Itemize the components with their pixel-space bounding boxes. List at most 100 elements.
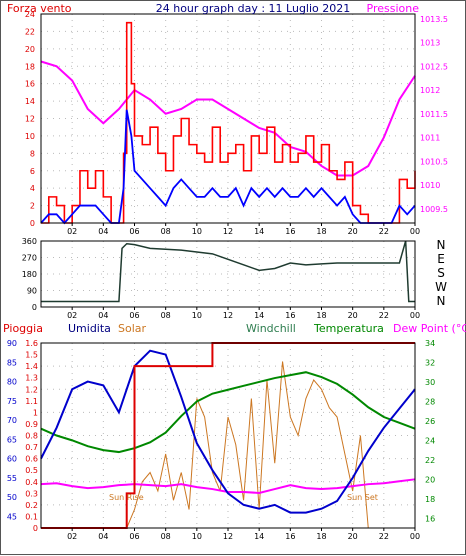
pressure-axis-tick: 1013 (420, 39, 440, 48)
humidity-axis-tick: 90 (7, 339, 17, 348)
panel2-x-label: 22 (379, 311, 389, 320)
panel2-x-label: 08 (161, 311, 171, 320)
panel1-x-label: 16 (285, 227, 295, 236)
wind-axis-tick: 14 (25, 97, 35, 106)
temperature-axis-tick: 30 (425, 378, 435, 387)
wind-axis-tick: 24 (25, 10, 35, 19)
rain-axis-tick: 0.7 (25, 443, 38, 452)
wind-axis-tick: 22 (25, 27, 35, 36)
panel2-x-label: 06 (129, 311, 139, 320)
panel2-x-label: 10 (192, 311, 202, 320)
humidity-axis-tick: 50 (7, 493, 17, 502)
temperature-axis-tick: 34 (425, 339, 435, 348)
panel1-x-label: 20 (348, 227, 358, 236)
panel1-x-label: 22 (379, 227, 389, 236)
wind-axis-tick: 0 (30, 219, 35, 228)
solar-label: Solar (118, 322, 147, 335)
temperature-axis-tick: 18 (425, 495, 435, 504)
windchill-label: Windchill (246, 322, 296, 335)
compass-label: N (437, 238, 446, 252)
humidity-axis-tick: 65 (7, 435, 17, 444)
wind-speed-line (41, 21, 416, 224)
compass-label: E (437, 252, 445, 266)
wind-axis-tick: 4 (30, 184, 35, 193)
temperature-axis-tick: 22 (425, 456, 435, 465)
panel1-x-label: 08 (161, 227, 171, 236)
rain-axis-tick: 1.2 (25, 385, 38, 394)
humidity-axis-tick: 85 (7, 358, 17, 367)
wind-axis-tick: 20 (25, 45, 35, 54)
rain-axis-tick: 1.5 (25, 351, 38, 360)
direction-axis-tick: 180 (22, 270, 37, 279)
wind-axis-tick: 8 (30, 149, 35, 158)
panel2-x-label: 04 (98, 311, 108, 320)
humidity-axis-tick: 45 (7, 512, 17, 521)
rain-axis-tick: 0.1 (25, 512, 38, 521)
humidity-label: Umidita (68, 322, 111, 335)
solar-line (41, 361, 415, 529)
sun-set-label: Sun Set (347, 493, 378, 502)
direction-axis-tick: 360 (22, 237, 37, 246)
wind-axis-tick: 16 (25, 80, 35, 89)
panel1-x-label: 18 (316, 227, 326, 236)
panel2-x-label: 02 (67, 311, 77, 320)
pressure-axis-tick: 1011 (420, 134, 440, 143)
pressure-axis-tick: 1012.5 (420, 62, 448, 71)
pressure-axis-tick: 1011.5 (420, 110, 448, 119)
rain-axis-tick: 1 (33, 408, 38, 417)
panel1-x-label: 10 (192, 227, 202, 236)
compass-label: S (437, 266, 445, 280)
panel2-x-label: 00 (410, 311, 420, 320)
panel2-x-label: 20 (348, 311, 358, 320)
panel3-x-label: 10 (192, 532, 202, 541)
panel3-x-label: 06 (129, 532, 139, 541)
rain-axis-tick: 0.3 (25, 489, 38, 498)
panel1-x-label: 02 (67, 227, 77, 236)
compass-label: N (437, 294, 446, 308)
wind-axis-tick: 2 (30, 202, 35, 211)
humidity-axis-tick: 75 (7, 397, 17, 406)
temperature-axis-tick: 24 (425, 436, 435, 445)
panel1-x-label: 06 (129, 227, 139, 236)
direction-axis-tick: 0 (32, 303, 37, 312)
temperature-axis-tick: 26 (425, 417, 435, 426)
wind-axis-tick: 12 (25, 115, 35, 124)
temperature-axis-tick: 32 (425, 358, 435, 367)
temperature-axis-tick: 28 (425, 397, 435, 406)
temperature-axis-tick: 16 (425, 514, 435, 523)
panel1-x-label: 04 (98, 227, 108, 236)
wind-axis-tick: 6 (30, 167, 35, 176)
rain-axis-tick: 0.8 (25, 432, 38, 441)
panel3-x-label: 16 (285, 532, 295, 541)
temperature-label: Temperatura (313, 322, 384, 335)
pressure-axis-tick: 1013.5 (420, 15, 448, 24)
temperature-axis-tick: 20 (425, 475, 435, 484)
rain-axis-tick: 0.5 (25, 466, 38, 475)
panel1-x-label: 14 (254, 227, 264, 236)
panel2-x-label: 12 (223, 311, 233, 320)
compass-label: W (435, 280, 447, 294)
humidity-axis-tick: 55 (7, 474, 17, 483)
pressure-axis-tick: 1010 (420, 181, 440, 190)
wind-axis-tick: 10 (25, 132, 35, 141)
pressure-axis-tick: 1010.5 (420, 157, 448, 166)
panel1-x-label: 00 (410, 227, 420, 236)
direction-axis-tick: 90 (27, 287, 37, 296)
panel2-x-label: 14 (254, 311, 264, 320)
panel3-x-label: 08 (161, 532, 171, 541)
rain-axis-tick: 0.6 (25, 455, 38, 464)
panel3-x-label: 14 (254, 532, 264, 541)
pressure-axis-tick: 1012 (420, 86, 440, 95)
rain-axis-tick: 0.2 (25, 501, 38, 510)
rain-axis-tick: 0.4 (25, 478, 38, 487)
panel3-x-label: 22 (379, 532, 389, 541)
rain-axis-tick: 1.6 (25, 339, 38, 348)
rain-axis-tick: 1.3 (25, 374, 38, 383)
wind-axis-tick: 18 (25, 62, 35, 71)
wind-avg-line (40, 109, 416, 225)
panel3-x-label: 02 (67, 532, 77, 541)
panel3-x-label: 20 (348, 532, 358, 541)
humidity-axis-tick: 70 (7, 416, 17, 425)
